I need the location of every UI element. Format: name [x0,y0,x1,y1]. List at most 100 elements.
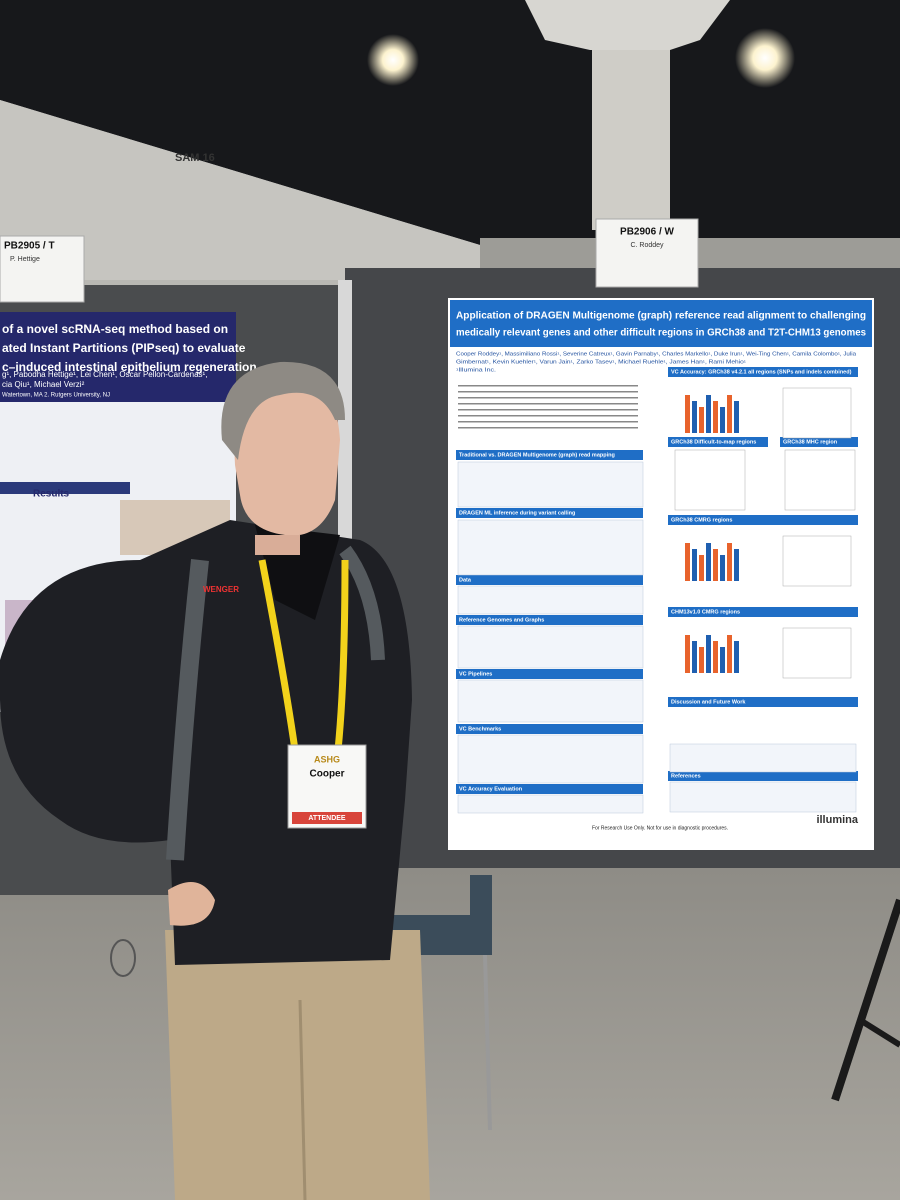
body-text [458,391,638,393]
poster-author-line: Cooper Roddey¹, Massimiliano Rossi¹, Sev… [456,351,856,357]
pants-seam [298,999,307,1200]
badge-role-bar [292,812,362,824]
left-title-line: ated Instant Partitions (PIPseq) to eval… [2,341,246,355]
section-heading: GRCh38 MHC region [783,439,838,445]
hair [221,361,345,460]
body-text [458,403,638,405]
section-heading: VC Accuracy Evaluation [459,786,523,792]
neck [255,535,300,555]
left-title-line: of a novel scRNA-seq method based on [2,322,228,336]
badge-event: ASHG [314,754,340,764]
figure-bar [692,549,697,581]
figure-bar [720,407,725,433]
figure-bar [713,401,718,433]
figure-bar [727,543,732,581]
poster-title-line: medically relevant genes and other diffi… [456,328,866,339]
section-bar [456,615,643,625]
left-author-line: cia Qiu¹, Michael Verzi² [2,380,85,389]
ceiling-light [735,28,795,88]
face [234,369,340,536]
left-poster-text: of a novel scRNA-seq method based on ated… [2,322,257,398]
panel [457,734,644,784]
section-heading: VC Pipelines [459,671,492,677]
figure-bar [692,641,697,673]
panel [457,461,644,508]
figure-bar [720,555,725,581]
pillar [592,50,670,230]
illumina-logo: illumina [816,814,858,826]
figure-bar [713,549,718,581]
figure-bar [692,401,697,433]
body-text [458,397,638,399]
figure-plot [674,449,746,511]
sign-board: PB2906 / W [620,227,674,238]
section-heading: CHM13v1.0 CMRG regions [671,609,740,615]
section-heading: Reference Genomes and Graphs [459,617,544,623]
lanyard [258,559,349,751]
pillar-capital [525,0,730,50]
figure-bar [706,395,711,433]
section-heading: Discussion and Future Work [671,699,746,705]
badge-name: Cooper [310,769,345,780]
figure-bar [713,641,718,673]
section-bar [456,575,643,585]
figure-bar [706,543,711,581]
sign-board: PB2905 / T [4,241,55,252]
sign-card [0,235,85,303]
section-bar [456,784,643,794]
figure-bar [699,647,704,673]
figure-bar [699,407,704,433]
wall-left [0,100,480,280]
easel-bar [858,1017,900,1048]
section-bar [456,724,643,734]
easel-leg [831,898,900,1102]
panel [457,679,644,723]
panel [457,794,644,814]
glasses [110,939,136,977]
poster-footer: For Research Use Only. Not for use in di… [592,825,728,831]
backpack-strap [339,545,385,661]
panel [669,743,857,773]
section-bar [456,450,643,460]
left-poster-header [0,312,236,402]
left-author-line: Watertown, MA 2. Rutgers University, NJ [2,393,110,399]
figure-plot [782,387,852,439]
section-bar [456,669,643,679]
figure-bar [685,543,690,581]
section-heading: VC Accuracy: GRCh38 v4.2.1 all regions (… [671,369,852,375]
figure-bar [685,395,690,433]
ceiling-light [367,34,419,86]
section-bar [668,367,858,377]
hand [168,882,215,926]
sweater [0,520,412,965]
figure-bar [727,635,732,673]
floor [0,840,900,1200]
backpack-strap [166,559,209,861]
poster-title-line: Application of DRAGEN Multigenome (graph… [456,311,866,322]
section-bar [668,697,858,707]
left-title-line: c–induced intestinal epithelium regenera… [2,360,257,374]
panel [669,781,857,813]
figure-plot [784,449,856,511]
poster-author-line: Gimbernat¹, Kevin Kuehler¹, Varun Jain¹,… [456,359,746,365]
body-text [458,385,638,387]
section-bar [456,508,643,518]
chair-leg [483,954,492,1131]
section-heading: Traditional vs. DRAGEN Multigenome (grap… [459,452,615,458]
khaki-pants [165,930,430,1200]
sign-card [595,218,699,288]
body-text [458,427,638,429]
left-results-bar [0,482,130,494]
figure-bar [727,395,732,433]
figure-bar [685,635,690,673]
panel [457,625,644,669]
section-bar [668,607,858,617]
body-text [458,409,638,411]
figure-bar [699,555,704,581]
section-heading: Data [459,577,472,583]
body-text [458,421,638,423]
figure-bar [706,635,711,673]
sign-presenter: P. Hettige [10,256,40,263]
figure-bar [734,401,739,433]
